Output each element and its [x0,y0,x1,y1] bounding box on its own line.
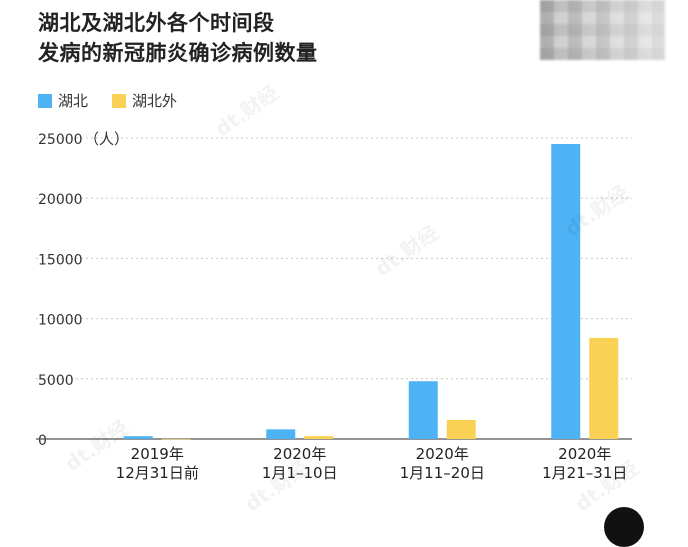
x-tick-label: 12月31日前 [116,464,199,482]
legend-swatch-hubei [38,93,52,108]
legend-item-hubei: 湖北 [38,90,88,111]
bar-outside-hubei [589,337,619,439]
bar-chart: 0 5000 10000 15000 20000 25000 （人） 2019年12月31日前… [36,130,632,482]
x-tick-label: 1月21–31日 [542,464,627,482]
chart-title: 湖北及湖北外各个时间段 发病的新冠肺炎确诊病例数量 [38,8,318,68]
bar-hubei [266,429,296,439]
bar-outside-hubei [446,419,476,439]
bar-outside-hubei [161,438,191,440]
legend-label-hubei: 湖北 [58,92,89,110]
legend-swatch-outside-hubei [112,93,127,108]
x-tick-label: 2020年 [558,445,611,463]
x-tick-label: 1月1–10日 [262,464,338,482]
y-tick-label: 10000 [38,313,83,329]
x-tick-label: 2020年 [416,445,469,463]
y-tick-label: 5000 [38,373,74,389]
x-tick-label: 1月11–20日 [400,464,485,482]
y-tick-label: 25000 [38,132,83,148]
chart-title-line1: 湖北及湖北外各个时间段 [38,11,275,35]
legend-label-outside-hubei: 湖北外 [132,92,178,110]
bar-hubei [551,144,581,439]
legend-item-outside-hubei: 湖北外 [112,90,177,111]
bar-outside-hubei [304,436,334,439]
x-tick-label: 2020年 [273,445,326,463]
x-tick-label: 2019年 [131,445,184,463]
bar-hubei [408,381,438,439]
y-tick-label: 20000 [38,192,83,208]
legend: 湖北 湖北外 [38,90,191,111]
corner-badge [604,507,644,547]
y-unit-label: （人） [84,130,129,148]
blurred-logo [540,0,665,60]
bar-hubei [123,436,153,439]
chart-title-line2: 发病的新冠肺炎确诊病例数量 [38,41,318,65]
y-tick-label: 15000 [38,252,83,268]
y-tick-label: 0 [38,433,47,449]
